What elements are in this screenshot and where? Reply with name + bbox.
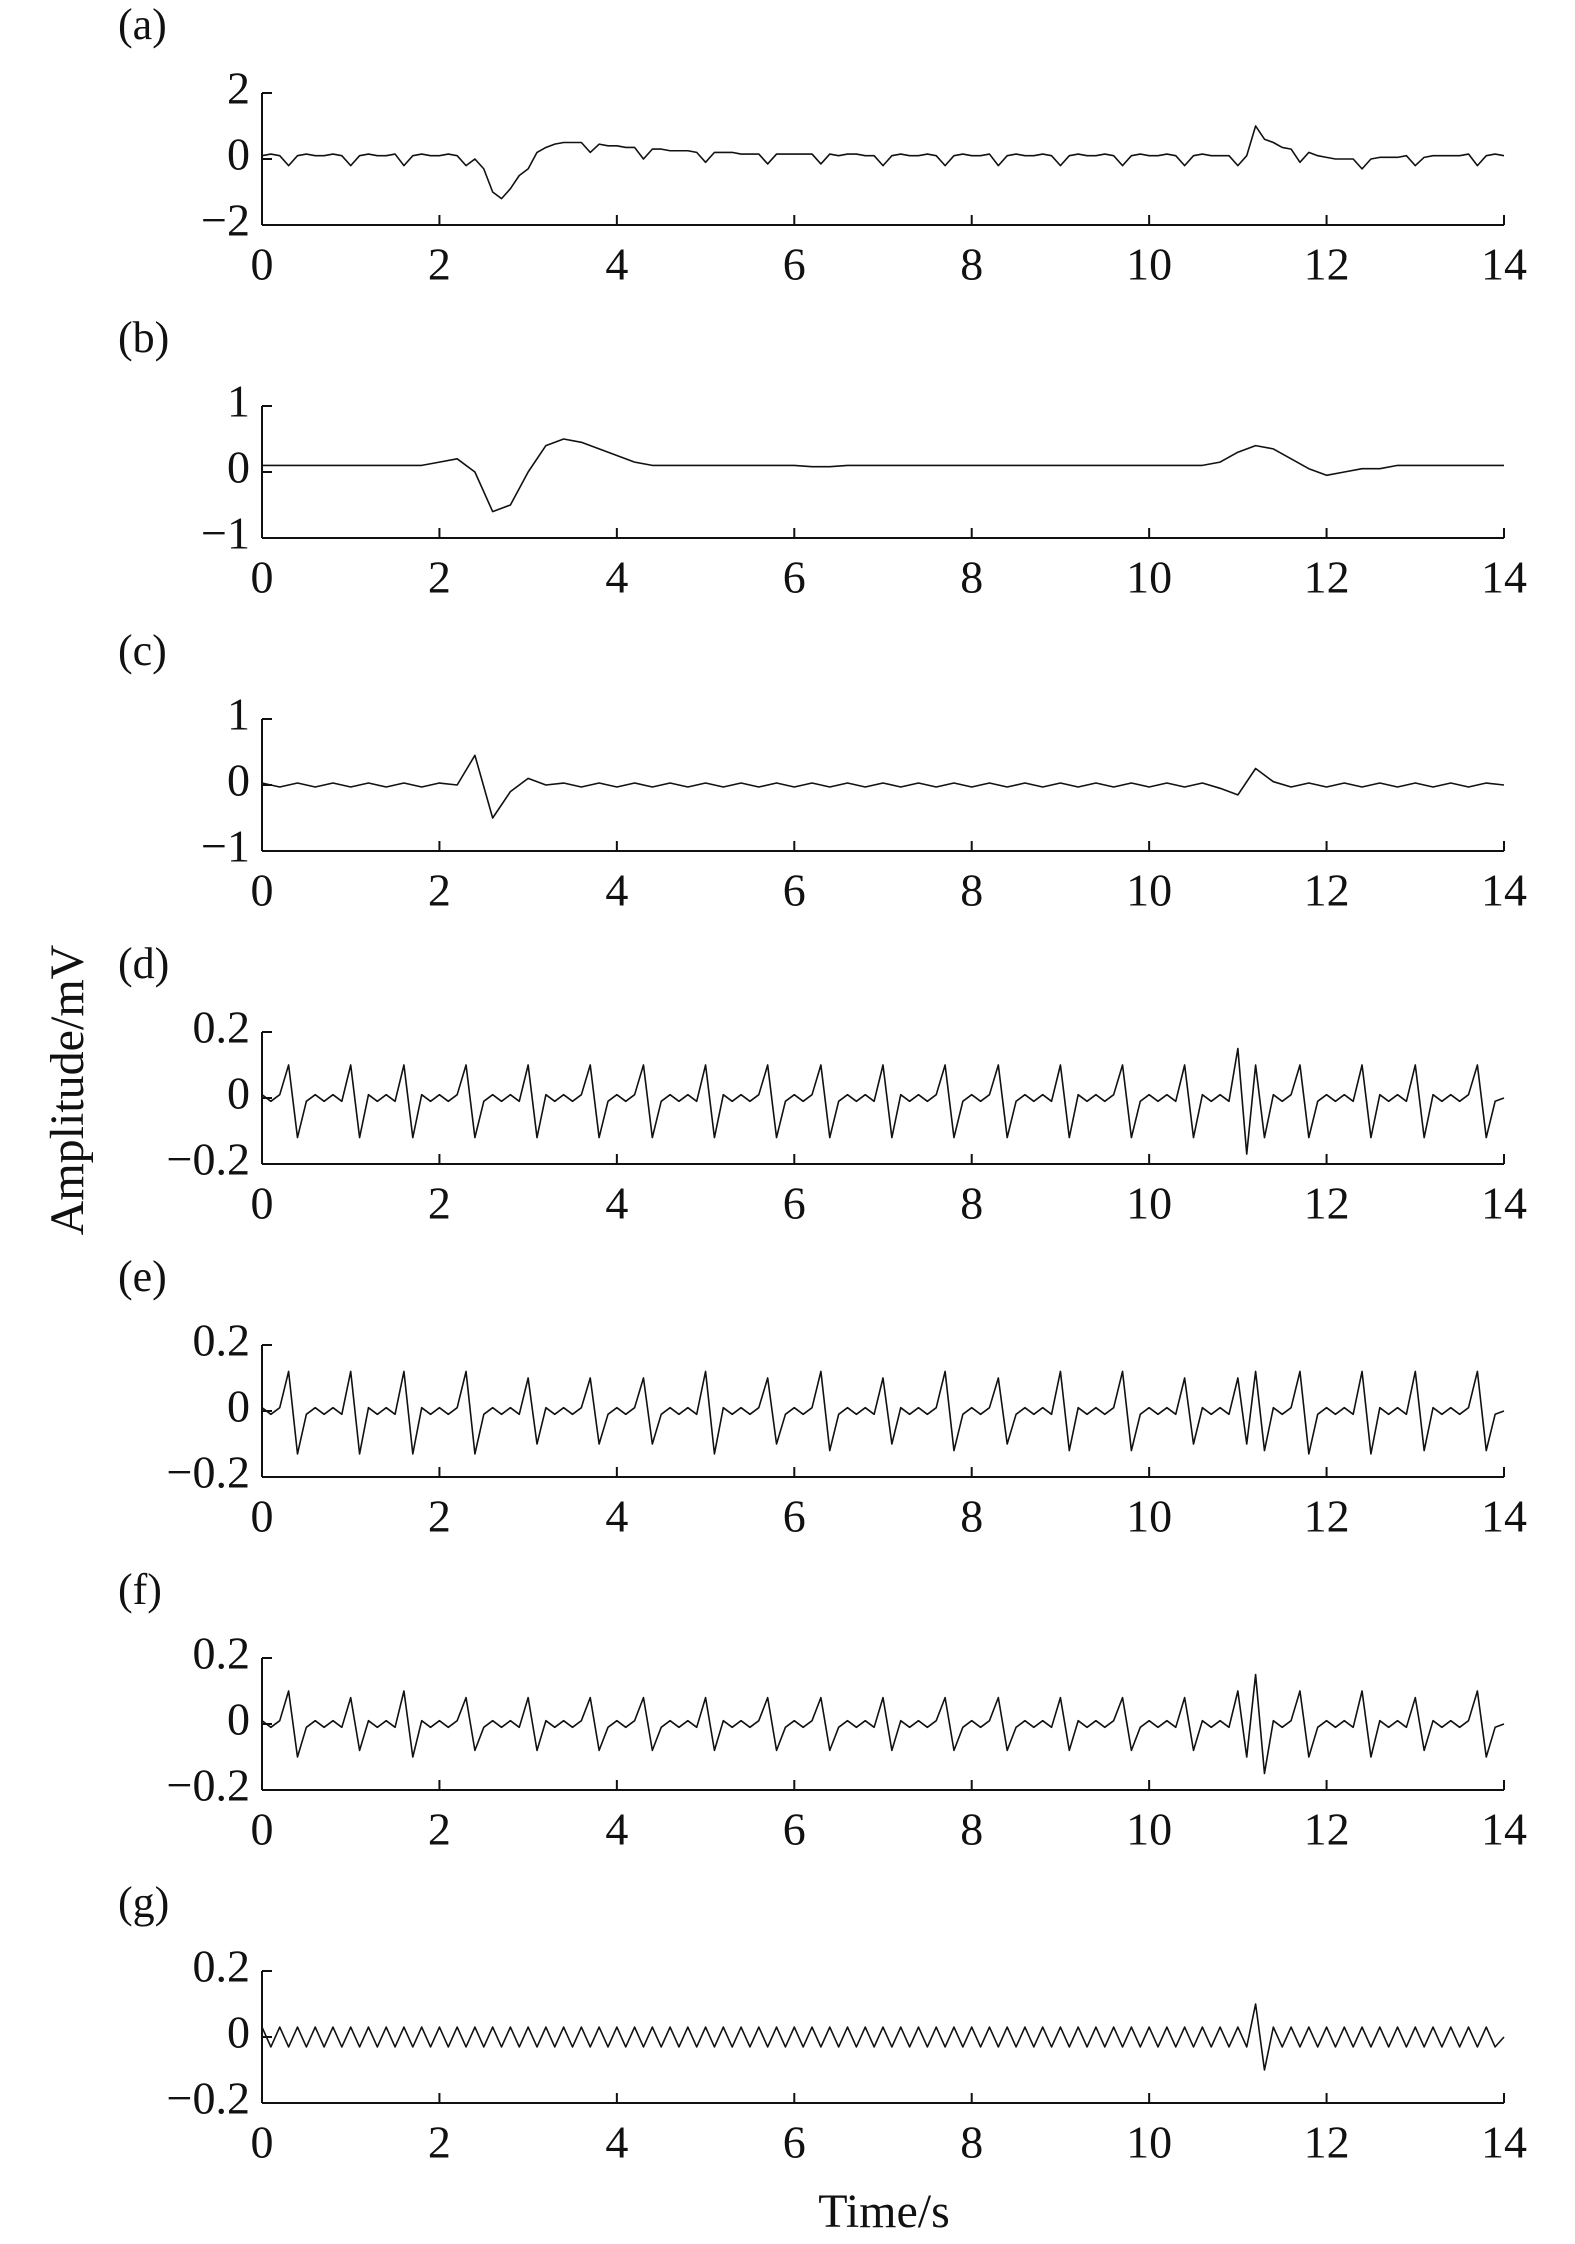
- panel-title: (b): [118, 313, 169, 362]
- panel-title: (d): [118, 939, 169, 988]
- x-tick-label: 0: [251, 865, 274, 916]
- y-tick-label: 1: [227, 376, 250, 427]
- y-tick-label: 0.2: [193, 1002, 251, 1053]
- x-tick-label: 14: [1481, 2117, 1527, 2168]
- y-tick-label: 1: [227, 689, 250, 740]
- y-tick-label: −0.2: [167, 1447, 250, 1498]
- y-tick-label: −0.2: [167, 2073, 250, 2124]
- panel-title: (g): [118, 1878, 169, 1927]
- x-tick-label: 12: [1304, 1491, 1350, 1542]
- y-tick-label: −0.2: [167, 1134, 250, 1185]
- y-axis-label: Amplitude/mV: [41, 944, 94, 1235]
- x-tick-label: 14: [1481, 552, 1527, 603]
- x-tick-label: 12: [1304, 1804, 1350, 1855]
- x-tick-label: 4: [605, 865, 628, 916]
- x-tick-label: 10: [1126, 1491, 1172, 1542]
- x-tick-label: 12: [1304, 2117, 1350, 2168]
- x-tick-label: 2: [428, 1178, 451, 1229]
- x-tick-label: 6: [783, 2117, 806, 2168]
- panel-title: (a): [118, 0, 167, 49]
- y-tick-label: −1: [201, 821, 250, 872]
- x-tick-label: 4: [605, 1491, 628, 1542]
- x-tick-label: 10: [1126, 1804, 1172, 1855]
- y-tick-label: 2: [227, 63, 250, 114]
- x-tick-label: 10: [1126, 865, 1172, 916]
- x-tick-label: 8: [960, 1804, 983, 1855]
- x-tick-label: 12: [1304, 552, 1350, 603]
- x-tick-label: 12: [1304, 239, 1350, 290]
- x-tick-label: 0: [251, 1491, 274, 1542]
- x-tick-label: 10: [1126, 239, 1172, 290]
- signal-line: [261, 1673, 1505, 1775]
- x-tick-label: 14: [1481, 1804, 1527, 1855]
- x-tick-label: 2: [428, 239, 451, 290]
- x-tick-label: 8: [960, 1178, 983, 1229]
- x-axis-label: Time/s: [818, 2185, 950, 2238]
- x-tick-label: 2: [428, 1491, 451, 1542]
- panel-title: (c): [118, 626, 167, 675]
- x-tick-label: 14: [1481, 239, 1527, 290]
- x-tick-label: 2: [428, 2117, 451, 2168]
- x-tick-label: 2: [428, 552, 451, 603]
- x-tick-label: 6: [783, 1804, 806, 1855]
- x-tick-label: 0: [251, 1804, 274, 1855]
- y-tick-label: 0: [227, 442, 250, 493]
- x-tick-label: 6: [783, 1491, 806, 1542]
- x-tick-label: 4: [605, 552, 628, 603]
- x-tick-label: 2: [428, 865, 451, 916]
- x-tick-label: 0: [251, 2117, 274, 2168]
- panel-title: (f): [118, 1565, 162, 1614]
- y-tick-label: 0: [227, 1068, 250, 1119]
- y-tick-label: 0: [227, 2007, 250, 2058]
- signal-line: [261, 1370, 1505, 1455]
- y-tick-label: 0: [227, 755, 250, 806]
- x-tick-label: 8: [960, 2117, 983, 2168]
- x-tick-label: 6: [783, 1178, 806, 1229]
- x-tick-label: 0: [251, 239, 274, 290]
- x-tick-label: 10: [1126, 2117, 1172, 2168]
- panel-title: (e): [118, 1252, 167, 1301]
- x-tick-label: 4: [605, 1804, 628, 1855]
- x-tick-label: 4: [605, 1178, 628, 1229]
- x-tick-label: 10: [1126, 1178, 1172, 1229]
- x-tick-label: 14: [1481, 1491, 1527, 1542]
- x-tick-label: 8: [960, 552, 983, 603]
- x-tick-label: 10: [1126, 552, 1172, 603]
- signal-line: [261, 1047, 1505, 1155]
- x-tick-label: 0: [251, 1178, 274, 1229]
- y-tick-label: −2: [201, 195, 250, 246]
- x-tick-label: 6: [783, 865, 806, 916]
- y-tick-label: −0.2: [167, 1760, 250, 1811]
- x-tick-label: 8: [960, 239, 983, 290]
- x-tick-label: 2: [428, 1804, 451, 1855]
- y-tick-label: 0.2: [193, 1315, 251, 1366]
- y-tick-label: 0: [227, 129, 250, 180]
- x-tick-label: 0: [251, 552, 274, 603]
- x-tick-label: 14: [1481, 865, 1527, 916]
- x-tick-label: 8: [960, 1491, 983, 1542]
- x-tick-label: 6: [783, 552, 806, 603]
- signal-line: [261, 2003, 1505, 2071]
- x-tick-label: 4: [605, 239, 628, 290]
- y-tick-label: 0.2: [193, 1628, 251, 1679]
- x-tick-label: 6: [783, 239, 806, 290]
- y-tick-label: −1: [201, 508, 250, 559]
- x-tick-label: 14: [1481, 1178, 1527, 1229]
- y-tick-label: 0: [227, 1694, 250, 1745]
- signal-line: [261, 754, 1505, 819]
- x-tick-label: 12: [1304, 1178, 1350, 1229]
- signal-line: [262, 438, 1504, 513]
- x-tick-label: 8: [960, 865, 983, 916]
- x-tick-label: 12: [1304, 865, 1350, 916]
- y-tick-label: 0.2: [193, 1941, 251, 1992]
- y-tick-label: 0: [227, 1381, 250, 1432]
- x-tick-label: 4: [605, 2117, 628, 2168]
- signal-line: [261, 125, 1505, 200]
